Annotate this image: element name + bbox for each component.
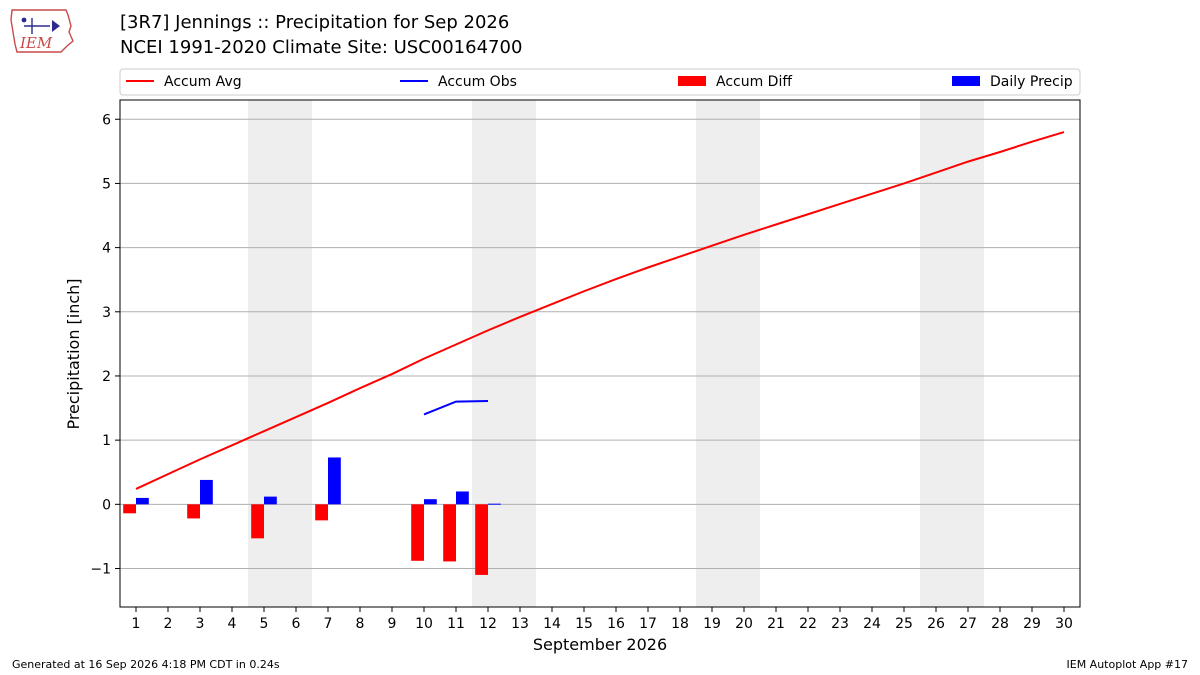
x-tick-label: 15: [575, 616, 593, 632]
x-tick-label: 26: [927, 616, 945, 632]
x-tick-label: 29: [1023, 616, 1041, 632]
y-tick-label: 6: [102, 112, 111, 128]
x-tick-label: 21: [767, 616, 785, 632]
y-tick-label: 1: [102, 433, 111, 449]
accum-diff-bar: [443, 504, 456, 562]
x-tick-label: 25: [895, 616, 913, 632]
y-tick-label: 3: [102, 305, 111, 321]
legend-label-daily-precip: Daily Precip: [990, 74, 1073, 90]
logo-text: IEM: [19, 34, 53, 52]
x-tick-label: 20: [735, 616, 753, 632]
x-tick-label: 9: [388, 616, 397, 632]
accum-obs-line: [423, 399, 489, 416]
lines: [135, 131, 1065, 490]
accum-diff-bar: [411, 504, 424, 561]
chart-subtitle: NCEI 1991-2020 Climate Site: USC00164700: [120, 37, 523, 58]
bars: [123, 457, 501, 575]
accum-diff-bar: [315, 504, 328, 521]
x-tick-label: 2: [164, 616, 173, 632]
legend-swatch-daily-precip: [952, 76, 980, 86]
weekend-band-3: [696, 100, 760, 607]
chart-title: [3R7] Jennings :: Precipitation for Sep …: [120, 12, 510, 33]
y-tick-label: 0: [102, 497, 111, 513]
x-tick-label: 27: [959, 616, 977, 632]
daily-precip-bar: [136, 497, 149, 505]
y-tick-label: 2: [102, 369, 111, 385]
legend-frame: [119, 68, 1081, 96]
y-tick-label: 4: [102, 241, 111, 257]
x-tick-label: 19: [703, 616, 721, 632]
x-tick-label: 12: [479, 616, 497, 632]
accum-diff-bar: [475, 504, 488, 575]
daily-precip-bar: [456, 491, 469, 505]
x-tick-label: 1: [132, 616, 141, 632]
accum-diff-bar: [187, 504, 200, 519]
iem-logo: IEM: [10, 9, 74, 53]
daily-precip-bar: [264, 496, 277, 505]
x-tick-label: 8: [356, 616, 365, 632]
daily-precip-bar: [200, 479, 213, 505]
x-axis-ticks: 1 2 3 4 5 6 7 8 9 10 11 12 13 14 15 16 17 18 19 20 21 22 23 24 2…: [132, 607, 1073, 632]
legend-swatch-accum-diff: [678, 76, 706, 86]
x-tick-label: 3: [196, 616, 205, 632]
legend-label-accum-diff: Accum Diff: [716, 74, 792, 90]
x-tick-label: 28: [991, 616, 1009, 632]
x-tick-label: 7: [324, 616, 333, 632]
daily-precip-bar: [328, 457, 341, 505]
x-tick-label: 14: [543, 616, 561, 632]
x-tick-label: 22: [799, 616, 817, 632]
x-tick-label: 23: [831, 616, 849, 632]
x-tick-label: 13: [511, 616, 529, 632]
x-tick-label: 10: [415, 616, 433, 632]
x-tick-label: 5: [260, 616, 269, 632]
plot-frame: [119, 99, 1081, 608]
legend-label-accum-avg: Accum Avg: [164, 74, 242, 90]
weekend-shading: [248, 100, 984, 607]
generated-timestamp: Generated at 16 Sep 2026 4:18 PM CDT in …: [12, 658, 280, 671]
x-tick-label: 6: [292, 616, 301, 632]
x-axis-label: September 2026: [533, 635, 667, 654]
accum-diff-bar: [251, 504, 264, 539]
daily-precip-bar: [424, 499, 437, 505]
legend-label-accum-obs: Accum Obs: [438, 74, 517, 90]
x-tick-label: 11: [447, 616, 465, 632]
x-tick-label: 16: [607, 616, 625, 632]
x-tick-label: 4: [228, 616, 237, 632]
y-axis-ticks: −1 0 1 2 3 4 5 6: [90, 112, 120, 577]
accum-diff-bar: [123, 504, 136, 514]
x-tick-label: 24: [863, 616, 881, 632]
x-tick-label: 17: [639, 616, 657, 632]
grid-lines: [120, 118, 1080, 569]
legend: Accum Avg Accum Obs Accum Diff Daily Precip: [119, 68, 1081, 96]
x-tick-label: 30: [1055, 616, 1073, 632]
y-tick-label: −1: [90, 561, 111, 577]
weekend-band-4: [920, 100, 984, 607]
y-axis-label: Precipitation [inch]: [64, 278, 83, 429]
y-tick-label: 5: [102, 176, 111, 192]
app-label: IEM Autoplot App #17: [1066, 658, 1189, 671]
x-tick-label: 18: [671, 616, 689, 632]
daily-precip-bar: [488, 503, 501, 505]
accum-avg-line: [135, 131, 1065, 490]
